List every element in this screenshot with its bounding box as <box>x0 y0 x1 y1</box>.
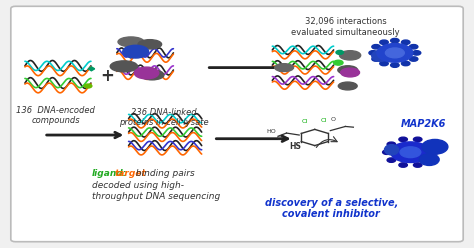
Circle shape <box>410 45 418 49</box>
Ellipse shape <box>341 68 359 77</box>
Ellipse shape <box>339 51 361 60</box>
Circle shape <box>387 158 396 162</box>
Circle shape <box>380 61 388 66</box>
Ellipse shape <box>384 145 399 155</box>
Circle shape <box>336 50 344 54</box>
Text: 32,096 interactions
evaluated simultaneously: 32,096 interactions evaluated simultaneo… <box>291 17 400 37</box>
Text: target: target <box>115 169 146 178</box>
Circle shape <box>410 57 418 61</box>
Circle shape <box>400 147 421 157</box>
Text: 136  DNA-encoded
compounds: 136 DNA-encoded compounds <box>16 106 95 125</box>
Ellipse shape <box>338 82 357 90</box>
Ellipse shape <box>123 45 149 58</box>
Text: +: + <box>100 67 114 85</box>
Text: decoded using high-: decoded using high- <box>92 181 184 190</box>
FancyBboxPatch shape <box>11 6 463 242</box>
Ellipse shape <box>422 139 448 154</box>
Ellipse shape <box>110 61 137 72</box>
Text: binding pairs: binding pairs <box>133 169 195 178</box>
Ellipse shape <box>419 154 439 165</box>
Circle shape <box>369 51 377 55</box>
Circle shape <box>391 38 399 43</box>
Circle shape <box>399 137 407 142</box>
Text: ligand:: ligand: <box>92 169 127 178</box>
Ellipse shape <box>118 37 144 47</box>
Circle shape <box>84 84 92 88</box>
Circle shape <box>413 163 422 167</box>
Circle shape <box>387 142 396 147</box>
Circle shape <box>334 60 343 65</box>
Circle shape <box>372 57 380 61</box>
Text: MAP2K6: MAP2K6 <box>401 119 446 129</box>
Circle shape <box>401 40 410 44</box>
Text: Cl: Cl <box>320 118 326 123</box>
Ellipse shape <box>372 50 390 61</box>
Ellipse shape <box>338 66 357 74</box>
Circle shape <box>413 137 422 142</box>
Polygon shape <box>88 67 95 71</box>
Text: HO: HO <box>266 128 276 134</box>
Ellipse shape <box>140 70 164 80</box>
Circle shape <box>385 48 404 58</box>
Circle shape <box>391 63 399 67</box>
Text: discovery of a selective,
covalent inhibitor: discovery of a selective, covalent inhib… <box>264 198 398 219</box>
Text: HS: HS <box>289 142 301 151</box>
Circle shape <box>430 150 438 155</box>
Circle shape <box>412 51 421 55</box>
Text: O: O <box>277 136 282 141</box>
Circle shape <box>401 61 410 66</box>
Circle shape <box>377 44 413 62</box>
Circle shape <box>372 45 380 49</box>
Text: 236 DNA-linked
proteins in cell lysate: 236 DNA-linked proteins in cell lysate <box>119 108 209 127</box>
Text: Cl: Cl <box>301 119 308 124</box>
Circle shape <box>391 142 430 162</box>
Ellipse shape <box>138 40 162 49</box>
Circle shape <box>383 150 391 155</box>
Circle shape <box>399 163 407 167</box>
Text: throughput DNA sequencing: throughput DNA sequencing <box>92 192 220 201</box>
Circle shape <box>425 158 434 162</box>
Circle shape <box>380 40 388 44</box>
Ellipse shape <box>275 64 293 71</box>
Text: O: O <box>330 117 335 122</box>
Circle shape <box>425 142 434 147</box>
Ellipse shape <box>134 67 159 79</box>
